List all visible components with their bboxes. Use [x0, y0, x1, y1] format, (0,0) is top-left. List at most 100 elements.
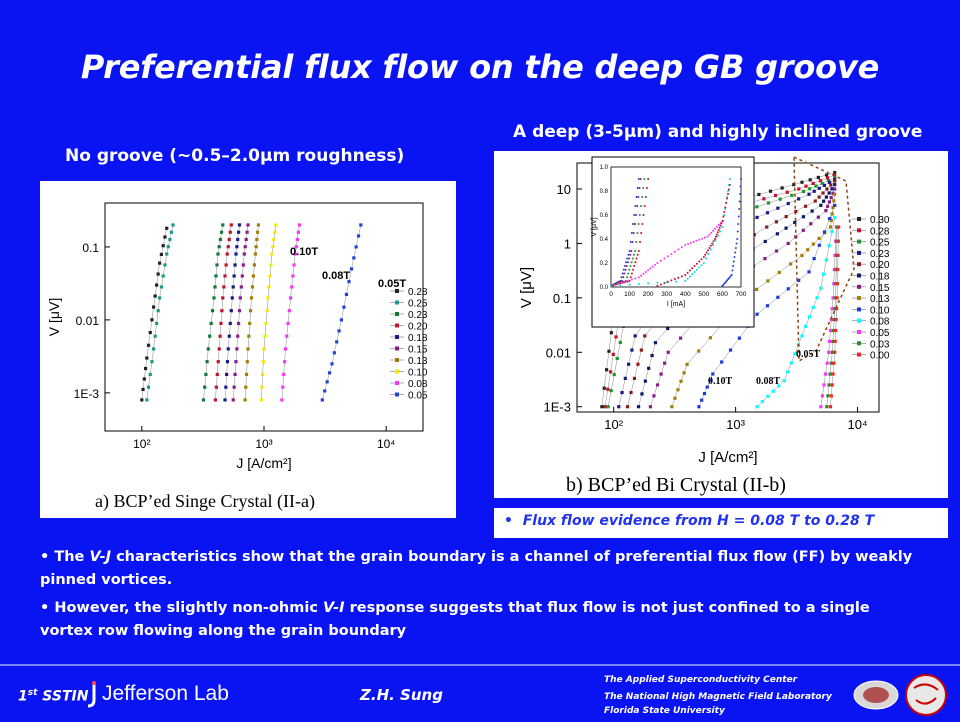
inset-data-point: [628, 268, 631, 271]
data-point: [221, 223, 225, 227]
org-line-1: The Applied Superconductivity Center: [604, 675, 798, 685]
data-point: [235, 245, 239, 249]
legend-swatch-marker: [857, 318, 861, 323]
inset-data-point: [635, 241, 638, 243]
data-point: [262, 347, 266, 351]
inset-data-point: [718, 226, 721, 229]
inset-data-point: [659, 283, 662, 286]
data-point: [233, 263, 237, 267]
data-point: [218, 237, 222, 242]
data-point: [755, 287, 759, 291]
data-point: [244, 237, 248, 242]
inset-data-point: [632, 253, 635, 256]
data-point: [831, 339, 835, 343]
legend-label: 0.13: [408, 356, 428, 367]
data-point: [822, 272, 826, 276]
data-point: [828, 225, 833, 229]
data-point: [775, 232, 779, 236]
jefferson-lab-logo: [86, 680, 100, 708]
data-point: [234, 360, 238, 364]
bullet-2-em: V-I: [322, 600, 345, 616]
data-point: [765, 211, 770, 215]
inset-x-axis-label: I [mA]: [667, 301, 685, 308]
inset-data-point: [675, 280, 677, 283]
data-point: [166, 245, 170, 249]
data-point: [639, 348, 643, 352]
data-point: [153, 294, 157, 298]
data-point: [827, 350, 831, 354]
data-point: [785, 190, 789, 194]
data-point: [201, 398, 206, 402]
data-point: [359, 223, 363, 227]
inset-data-point: [717, 223, 720, 226]
data-point: [169, 230, 174, 234]
data-point: [824, 195, 828, 199]
inset-data-point: [714, 235, 717, 238]
data-point: [212, 296, 216, 300]
data-point: [620, 390, 624, 395]
inset-data-point: [649, 267, 652, 270]
inset-data-point: [739, 185, 742, 188]
lab-name: Jefferson Lab: [102, 682, 229, 705]
data-point: [835, 307, 839, 311]
inset-data-point: [714, 227, 716, 230]
data-point: [652, 394, 656, 398]
data-point: [283, 360, 287, 364]
data-point: [829, 318, 833, 322]
data-point: [213, 398, 217, 402]
data-point: [708, 336, 712, 340]
inset-data-point: [728, 276, 731, 279]
series-0.05: [320, 223, 363, 402]
data-point: [801, 189, 806, 194]
data-point: [609, 331, 613, 335]
inset-data-point: [693, 265, 696, 267]
inset-data-point: [647, 269, 650, 272]
data-point: [615, 356, 619, 361]
inset-data-point: [703, 236, 706, 239]
x-axis-label: J [A/cm²]: [236, 455, 291, 471]
data-point: [165, 252, 169, 256]
data-point: [804, 324, 808, 328]
inset-data-point: [636, 205, 639, 207]
data-point: [789, 361, 793, 365]
data-point: [794, 209, 798, 214]
data-point: [801, 215, 806, 219]
legend-swatch-marker: [857, 284, 861, 289]
data-point: [822, 383, 826, 387]
data-point: [824, 173, 829, 177]
inset-data-point: [734, 251, 737, 254]
legend-swatch-marker: [395, 346, 399, 351]
data-point: [765, 304, 770, 308]
data-point: [152, 347, 156, 351]
data-point: [833, 192, 837, 196]
inset-data-point: [727, 278, 730, 281]
inset-data-point: [656, 281, 659, 284]
inset-data-point: [654, 263, 657, 266]
data-point: [831, 328, 836, 333]
legend-swatch-marker: [857, 262, 861, 267]
inset-data-point: [634, 250, 637, 252]
data-point: [801, 228, 805, 232]
data-point: [833, 215, 837, 220]
inset-data-point: [638, 214, 641, 216]
inset-data-point: [724, 208, 727, 210]
inset-data-point: [663, 257, 666, 260]
data-point: [165, 226, 169, 230]
data-point: [148, 330, 152, 335]
data-point: [239, 285, 243, 289]
legend-swatch-marker: [395, 381, 399, 385]
data-point: [337, 329, 341, 333]
legend-swatch-marker: [857, 296, 861, 301]
data-point: [235, 347, 239, 351]
data-point: [833, 179, 837, 183]
data-point: [237, 230, 241, 234]
slide-title: Preferential flux flow on the deep GB gr…: [80, 48, 880, 86]
data-point: [760, 399, 765, 404]
inset-data-point: [644, 196, 647, 198]
inset-data-point: [732, 260, 735, 263]
data-point: [249, 296, 254, 300]
inset-data-point: [684, 280, 687, 282]
data-point: [833, 170, 837, 175]
inset-data-point: [637, 223, 640, 225]
data-point: [342, 305, 346, 309]
